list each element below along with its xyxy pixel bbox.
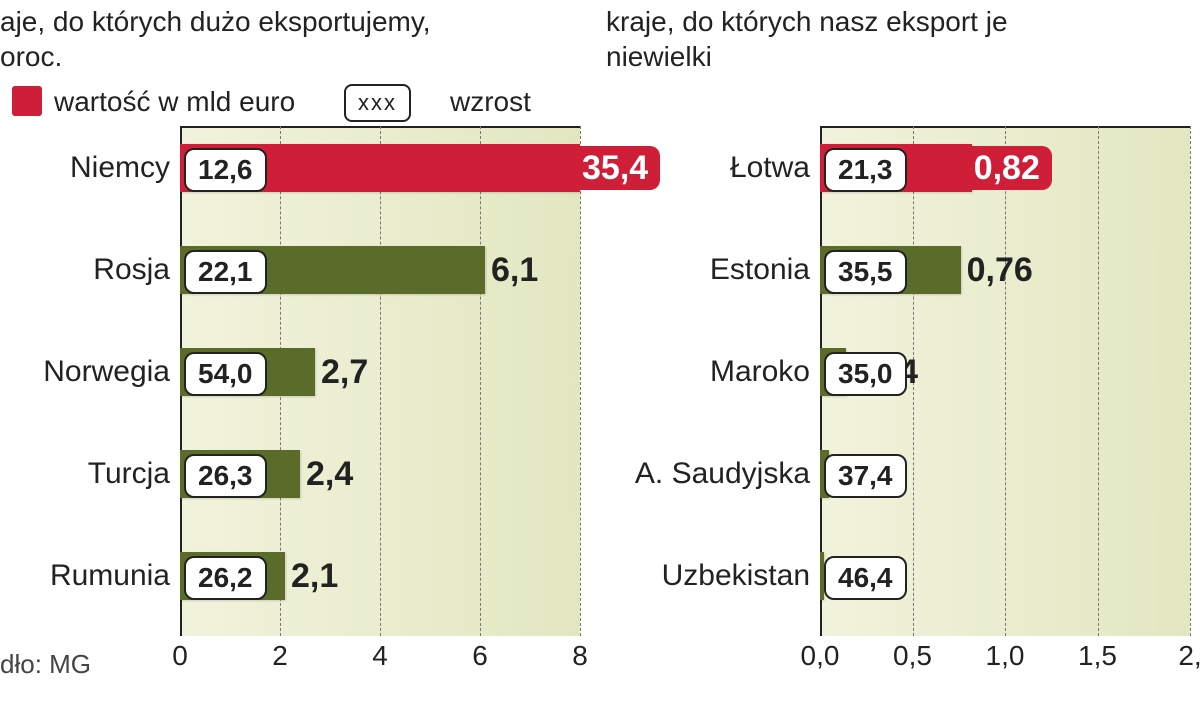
chart-row: Łotwa21,30,82 — [600, 138, 1200, 198]
legend-box-label: wzrost — [450, 86, 531, 118]
category-label: Maroko — [600, 342, 818, 402]
legend-swatch — [12, 86, 42, 116]
legend-box: xxx — [344, 84, 411, 122]
growth-badge: 54,0 — [184, 352, 267, 396]
panel-right: kraje, do których nasz eksport je niewie… — [600, 0, 1200, 686]
x-tick-label: 2, — [1178, 640, 1200, 672]
panel-right-title: kraje, do których nasz eksport je niewie… — [600, 0, 1200, 80]
chart-left: 02468Niemcy12,635,4Rosja22,16,1Norwegia5… — [0, 126, 600, 686]
growth-badge: 35,5 — [824, 250, 907, 294]
value-label: 0,82 — [962, 146, 1052, 190]
spacer — [600, 80, 1200, 126]
x-tick-label: 1,5 — [1078, 640, 1117, 672]
category-label: Rumunia — [0, 546, 178, 606]
category-label: Turcja — [0, 444, 178, 504]
category-label: Rosja — [0, 240, 178, 300]
source-label: dło: MG — [0, 649, 91, 680]
value-label: 6,1 — [491, 240, 538, 300]
category-label: Estonia — [600, 240, 818, 300]
x-tick-label: 0,0 — [801, 640, 840, 672]
legend: wartość w mld euro xxx wzrost — [0, 80, 600, 126]
growth-badge: 46,4 — [824, 556, 907, 600]
value-label: 2,7 — [321, 342, 368, 402]
plot-left: 02468Niemcy12,635,4Rosja22,16,1Norwegia5… — [180, 126, 580, 684]
x-tick-label: 0,5 — [893, 640, 932, 672]
growth-badge: 35,0 — [824, 352, 907, 396]
x-tick-label: 4 — [372, 640, 388, 672]
chart-row: Maroko35,00,14 — [600, 342, 1200, 402]
growth-badge: 37,4 — [824, 454, 907, 498]
value-label: 2,4 — [306, 444, 353, 504]
category-label: A. Saudyjska — [600, 444, 818, 504]
legend-swatch-label: wartość w mld euro — [54, 86, 295, 118]
chart-row: A. Saudyjska37,40,05 — [600, 444, 1200, 504]
panel-left-title: aje, do których dużo eksportujemy, oroc. — [0, 0, 600, 80]
panel-left: aje, do których dużo eksportujemy, oroc.… — [0, 0, 600, 686]
plot-right: 0,00,51,01,52,Łotwa21,30,82Estonia35,50,… — [820, 126, 1190, 684]
x-tick-label: 6 — [472, 640, 488, 672]
chart-row: Niemcy12,6 35,4 — [0, 138, 700, 198]
value-label: 35,4 — [570, 146, 660, 190]
chart-row: Norwegia54,0 2,7 — [0, 342, 700, 402]
value-label: 2,1 — [291, 546, 338, 606]
growth-badge: 26,3 — [184, 454, 267, 498]
x-tick-label: 8 — [572, 640, 588, 672]
x-tick-label: 0 — [172, 640, 188, 672]
chart-row: Estonia35,5 0,76 — [600, 240, 1200, 300]
chart-row: Rosja22,1 6,1 — [0, 240, 700, 300]
growth-badge: 26,2 — [184, 556, 267, 600]
category-label: Niemcy — [0, 138, 178, 198]
x-tick-label: 2 — [272, 640, 288, 672]
chart-row: Uzbekistan46,40,02 — [600, 546, 1200, 606]
growth-badge: 12,6 — [184, 148, 267, 192]
category-label: Norwegia — [0, 342, 178, 402]
chart-row: Rumunia26,2 2,1 — [0, 546, 700, 606]
growth-badge: 21,3 — [824, 148, 907, 192]
growth-badge: 22,1 — [184, 250, 267, 294]
chart-row: Turcja26,3 2,4 — [0, 444, 700, 504]
value-label: 0,76 — [967, 240, 1033, 300]
x-tick-label: 1,0 — [986, 640, 1025, 672]
chart-right: 0,00,51,01,52,Łotwa21,30,82Estonia35,50,… — [600, 126, 1200, 686]
category-label: Uzbekistan — [600, 546, 818, 606]
